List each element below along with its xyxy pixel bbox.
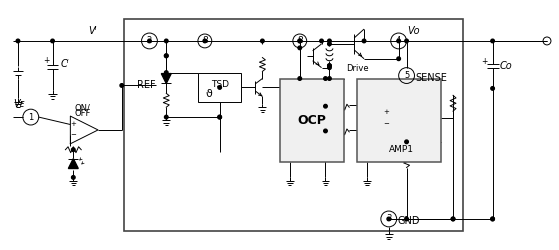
Text: 5: 5 (404, 71, 409, 80)
Polygon shape (162, 74, 171, 84)
Circle shape (298, 46, 301, 50)
Circle shape (491, 87, 494, 90)
Circle shape (148, 39, 151, 43)
Text: −: − (70, 132, 76, 138)
Circle shape (72, 176, 75, 179)
FancyBboxPatch shape (357, 78, 441, 162)
Circle shape (324, 77, 327, 80)
Text: Cᴏ: Cᴏ (500, 61, 512, 71)
Circle shape (164, 39, 168, 43)
Circle shape (164, 71, 168, 74)
Circle shape (405, 39, 409, 43)
Polygon shape (68, 158, 78, 168)
Circle shape (260, 39, 264, 43)
Text: +: + (44, 56, 50, 65)
Circle shape (120, 84, 124, 87)
Text: +: + (383, 109, 389, 115)
Circle shape (298, 39, 301, 43)
Text: SENSE: SENSE (415, 72, 447, 83)
Circle shape (72, 148, 75, 152)
Text: ON/: ON/ (74, 103, 90, 112)
Circle shape (405, 140, 409, 143)
FancyBboxPatch shape (198, 72, 241, 102)
Circle shape (405, 217, 409, 221)
Text: 2: 2 (147, 36, 152, 46)
Circle shape (218, 86, 221, 89)
Circle shape (218, 115, 221, 119)
Text: Vᴵ: Vᴵ (88, 26, 96, 36)
Circle shape (298, 39, 301, 43)
Circle shape (328, 64, 331, 68)
Text: 8: 8 (202, 36, 208, 46)
Circle shape (362, 39, 366, 43)
Circle shape (328, 42, 331, 46)
Circle shape (387, 217, 391, 221)
Text: REF: REF (137, 80, 156, 90)
Text: 1: 1 (28, 112, 34, 122)
Circle shape (451, 217, 455, 221)
Text: +: + (481, 57, 488, 66)
Circle shape (218, 115, 221, 119)
Text: ϑ: ϑ (205, 89, 212, 99)
Circle shape (164, 115, 168, 119)
Circle shape (328, 66, 331, 70)
Circle shape (397, 39, 400, 43)
Circle shape (491, 39, 494, 43)
Circle shape (491, 217, 494, 221)
Text: Cᴵ: Cᴵ (60, 59, 69, 69)
Text: Vᴇ: Vᴇ (13, 99, 25, 109)
Text: −: − (383, 122, 389, 128)
Text: 3: 3 (386, 214, 391, 224)
Circle shape (320, 39, 323, 43)
Text: GND: GND (397, 216, 420, 226)
Text: Drive: Drive (346, 64, 368, 73)
Circle shape (328, 77, 331, 80)
FancyBboxPatch shape (280, 78, 344, 162)
Text: OFF: OFF (74, 109, 91, 118)
Circle shape (328, 39, 331, 43)
Circle shape (298, 77, 301, 80)
Circle shape (491, 217, 494, 221)
Text: Vᴏ: Vᴏ (408, 26, 420, 36)
Circle shape (324, 129, 327, 133)
Circle shape (324, 104, 327, 108)
Circle shape (164, 54, 168, 58)
Text: 8: 8 (297, 36, 302, 46)
Text: TSD: TSD (211, 80, 229, 89)
Circle shape (397, 57, 400, 60)
Text: AMP1: AMP1 (389, 145, 414, 154)
Text: OCP: OCP (298, 114, 326, 126)
Text: 4: 4 (396, 36, 401, 46)
Circle shape (51, 39, 54, 43)
Circle shape (16, 39, 20, 43)
Circle shape (451, 217, 455, 221)
Text: +: + (70, 122, 76, 128)
Circle shape (203, 39, 207, 43)
Circle shape (328, 64, 331, 68)
Circle shape (164, 54, 168, 58)
